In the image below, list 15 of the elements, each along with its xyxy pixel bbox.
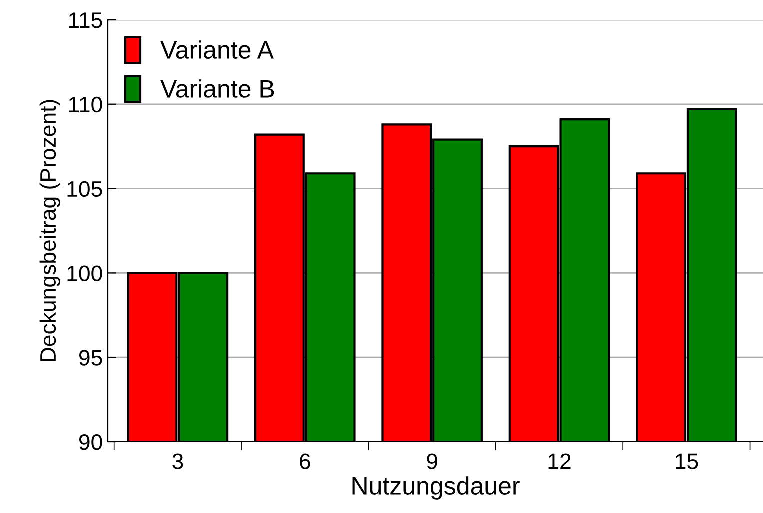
x-tick-label: 3 [172,454,184,470]
y-tick-label: 115 [69,12,102,28]
x-axis-title: Nutzungsdauer [352,476,520,500]
x-tick-label: 15 [676,454,698,470]
y-tick-label: 90 [79,434,102,450]
x-tick-label: 6 [300,454,310,470]
y-tick-label: 95 [79,350,102,366]
x-tick-label: 9 [427,454,438,470]
y-tick-label: 105 [68,181,102,198]
x-tick-label: 12 [548,454,571,470]
legend-label: Variante B [160,80,274,98]
y-axis-title: Deckungsbeitrag (Prozent) [40,100,61,362]
legend-label: Variante A [160,40,274,59]
y-tick-label: 100 [68,266,102,282]
y-tick-label: 110 [69,96,102,113]
